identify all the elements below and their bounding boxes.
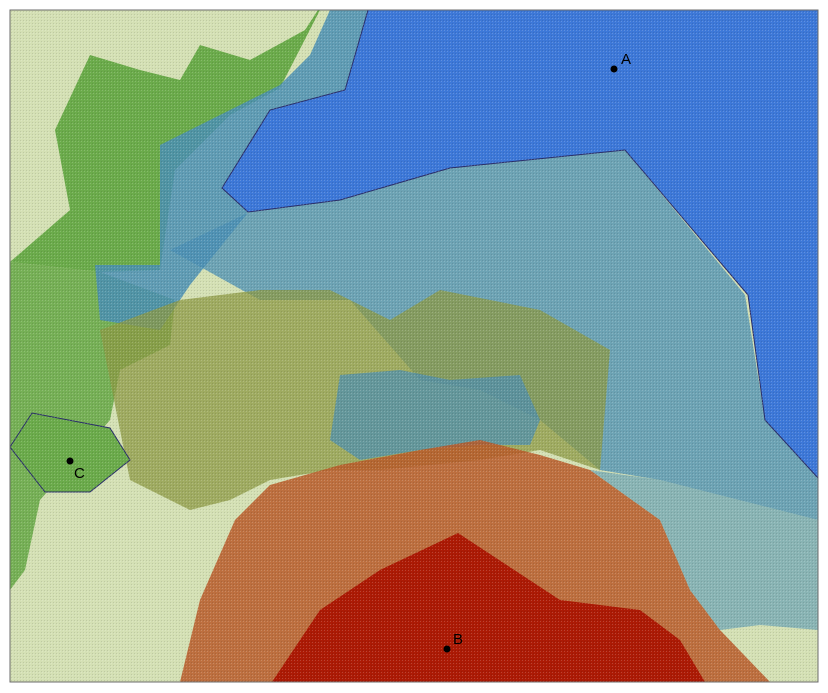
point-dot-c <box>66 457 74 465</box>
point-dot-b <box>443 645 451 653</box>
point-label-a: A <box>621 51 631 68</box>
point-marker-b[interactable]: B <box>443 631 464 653</box>
point-marker-a[interactable]: A <box>610 51 632 73</box>
point-dot-a <box>610 65 618 73</box>
dither-overlay <box>10 10 818 682</box>
point-label-b: B <box>453 631 463 648</box>
point-label-c: C <box>74 465 85 482</box>
map-frame <box>9 9 819 683</box>
point-marker-c[interactable]: C <box>66 457 86 483</box>
